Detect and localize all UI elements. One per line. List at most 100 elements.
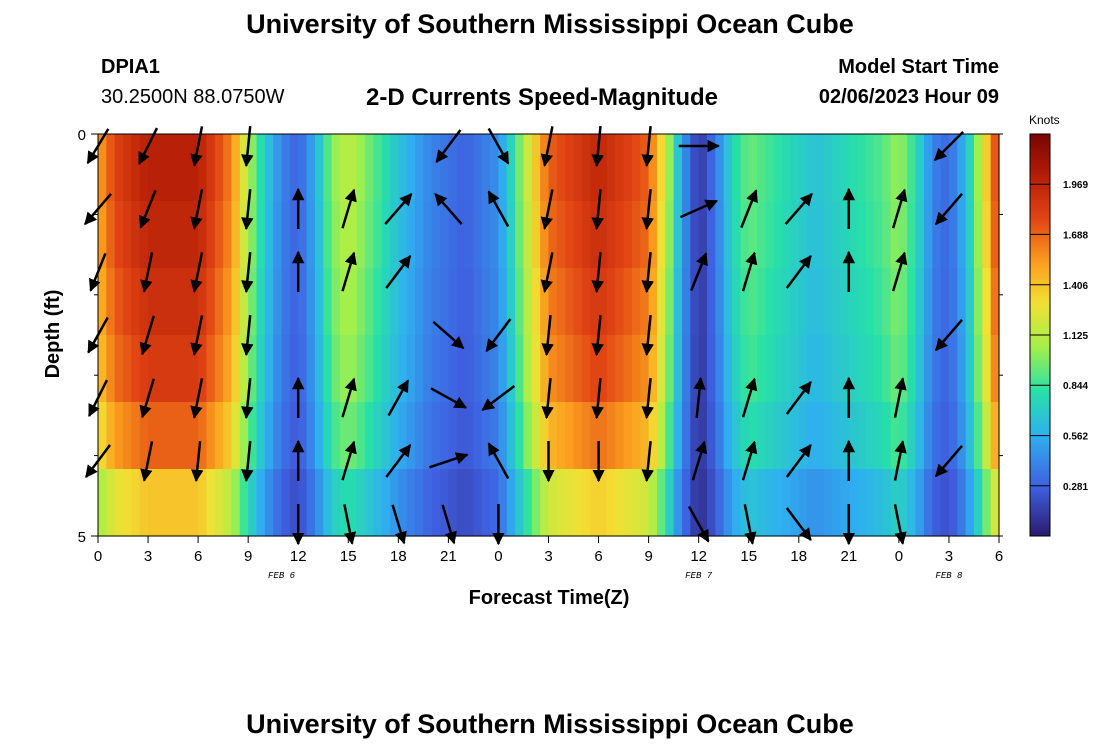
heatmap-cell (882, 402, 892, 470)
heatmap-cell (331, 201, 341, 269)
heatmap-cell (473, 469, 483, 537)
current-arrow (481, 384, 516, 412)
heatmap-cell (898, 134, 908, 202)
heatmap-cell (114, 268, 124, 336)
heatmap-cell (590, 268, 600, 336)
x-tick-label: 21 (440, 548, 457, 565)
heatmap-cell (473, 201, 483, 269)
heatmap-cell (857, 201, 867, 269)
heatmap-cell (665, 201, 675, 269)
heatmap-cell (281, 268, 291, 336)
heatmap-cell (440, 402, 449, 470)
heatmap-cell (515, 402, 525, 470)
heatmap-cell (364, 201, 374, 269)
current-arrow (138, 189, 157, 229)
heatmap-cell (648, 469, 658, 537)
heatmap-cell (932, 268, 942, 336)
heatmap-cell (606, 469, 616, 537)
heatmap-cell (707, 134, 716, 202)
heatmap-cell (765, 268, 775, 336)
heatmap-cell (990, 268, 1000, 336)
heatmap-cell (598, 402, 608, 470)
heatmap-cell (456, 335, 466, 403)
heatmap-cell (732, 201, 741, 269)
current-arrow (690, 252, 708, 292)
heatmap-cell (373, 268, 383, 336)
heatmap-cell (523, 469, 533, 537)
heatmap-cell (314, 268, 324, 336)
heatmap-cell (723, 402, 733, 470)
heatmap-cell (148, 469, 157, 537)
heatmap-cell (481, 469, 491, 537)
heatmap-cell (648, 134, 658, 202)
heatmap-cell (298, 402, 308, 470)
heatmap-cell (264, 402, 274, 470)
heatmap-cell (423, 268, 433, 336)
heatmap-cell (248, 201, 258, 269)
heatmap-cell (790, 335, 800, 403)
heatmap-cell (139, 268, 149, 336)
heatmap-cell (156, 335, 166, 403)
heatmap-cell (298, 134, 308, 202)
heatmap-cell (431, 134, 441, 202)
colorbar-tick-label: 0.844 (1063, 381, 1088, 392)
heatmap-cell (782, 268, 792, 336)
station-id: DPIA1 (101, 56, 160, 78)
heatmap-cell (890, 201, 900, 269)
y-tick-label: 0 (78, 127, 86, 144)
heatmap-cell (890, 134, 900, 202)
heatmap-cell (948, 469, 958, 537)
heatmap-cell (723, 134, 733, 202)
heatmap-cell (398, 268, 408, 336)
heatmap-cell (640, 335, 650, 403)
heatmap-cell (932, 201, 942, 269)
heatmap-cell (732, 134, 741, 202)
heatmap-cell (965, 201, 975, 269)
heatmap-cell (364, 134, 374, 202)
heatmap-cell (498, 134, 508, 202)
heatmap-cell (798, 469, 808, 537)
heatmap-cell (490, 134, 500, 202)
current-arrow (785, 255, 812, 289)
heatmap-cell (206, 134, 216, 202)
heatmap-cell (823, 335, 833, 403)
heatmap-cell (598, 335, 608, 403)
heatmap-cell (757, 335, 766, 403)
heatmap-cell (757, 402, 766, 470)
heatmap-cell (523, 201, 533, 269)
heatmap-cell (114, 469, 124, 537)
heatmap-cell (923, 469, 933, 537)
heatmap-cell (531, 268, 541, 336)
colorbar: 1.969 1.688 1.406 1.125 0.844 0.562 0.281 Knot… (1029, 113, 1088, 537)
heatmap-cell (348, 335, 358, 403)
x-tick-label: 18 (790, 548, 807, 565)
heatmap-cell (890, 268, 900, 336)
current-arrow (891, 251, 908, 292)
heatmap-cell (223, 201, 233, 269)
heatmap-cell (807, 469, 817, 537)
current-arrow (430, 387, 467, 409)
heatmap-cell (648, 335, 658, 403)
heatmap-cell (823, 134, 833, 202)
heatmap-cell (798, 268, 808, 336)
current-arrow (140, 441, 154, 482)
heatmap-cell (164, 134, 174, 202)
heatmap-cell (732, 469, 741, 537)
heatmap-cell (598, 268, 608, 336)
heatmap-cell (598, 134, 608, 202)
heatmap-cell (832, 402, 842, 470)
heatmap-cell (473, 402, 483, 470)
heatmap-cell (940, 268, 950, 336)
heatmap-cell (606, 134, 616, 202)
heatmap-cell (231, 469, 241, 537)
x-tick-label: 3 (144, 548, 152, 565)
heatmap-cell (773, 268, 783, 336)
current-arrow (139, 315, 155, 356)
heatmap-cell (832, 469, 842, 537)
heatmap-cell (581, 134, 591, 202)
heatmap-cell (665, 402, 675, 470)
current-arrow (741, 377, 758, 418)
heatmap-cell (565, 469, 575, 537)
heatmap-cell (381, 201, 391, 269)
heatmap-cell (173, 335, 183, 403)
